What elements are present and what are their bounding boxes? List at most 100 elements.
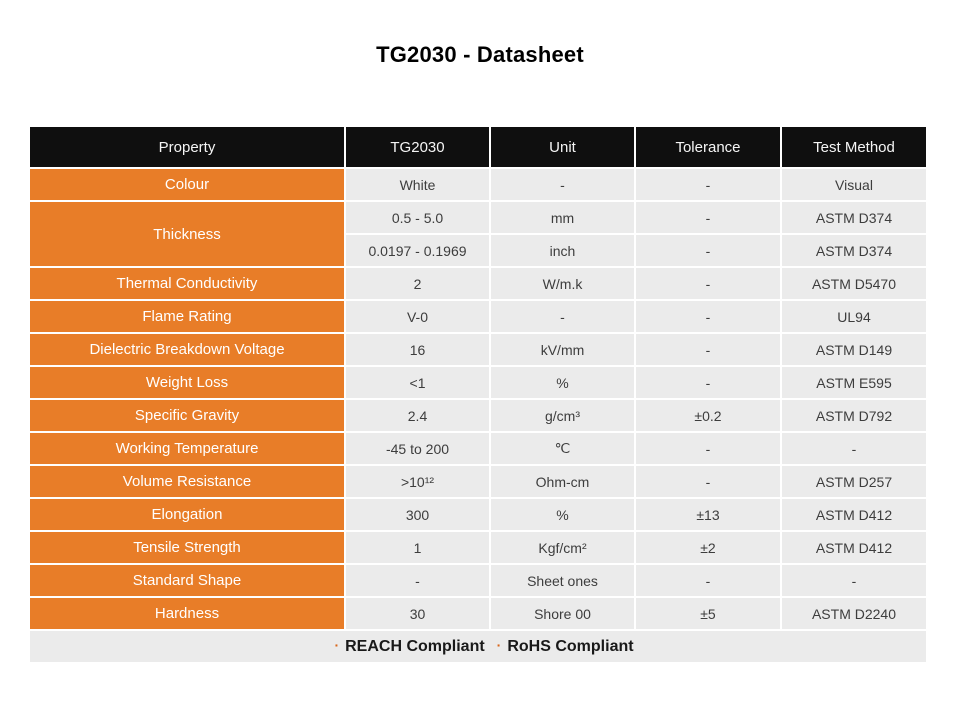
column-header: TG2030 [346,127,489,167]
column-header: Unit [491,127,634,167]
value-cell: -45 to 200 [346,433,489,464]
property-cell: Colour [30,169,344,200]
table-row: Flame Rating V-0- - UL94 [30,301,926,332]
value-cell: ASTM D149 [782,334,926,365]
value-cell: ASTM D257 [782,466,926,497]
value-cell: 300 [346,499,489,530]
value-cell: - [636,433,780,464]
compliance-label: REACH Compliant [345,638,485,655]
value-cell: <1 [346,367,489,398]
property-cell: Flame Rating [30,301,344,332]
value-cell: Kgf/cm² [491,532,634,563]
value-cell: ±5 [636,598,780,629]
value-cell: ASTM D5470 [782,268,926,299]
page-title: TG2030 - Datasheet [376,42,584,67]
value-cell: Ohm-cm [491,466,634,497]
value-cell: - [636,169,780,200]
property-cell: Weight Loss [30,367,344,398]
value-cell: inch [491,235,634,266]
bullet-icon: · [334,637,340,653]
table-body: Colour White - - Visual Thickness 0.5 - 5.0 mm -… [30,169,926,629]
table-row: Thickness 0.5 - 5.0 mm - ASTM D374 [30,202,926,266]
property-cell: Specific Gravity [30,400,344,431]
value-cell: - [636,565,780,596]
value-cell: V-0 [346,301,489,332]
column-header: Property [30,127,344,167]
value-cell: UL94 [782,301,926,332]
value-cell: ±13 [636,499,780,530]
value-cell: Shore 00 [491,598,634,629]
value-cell: mm [491,202,634,233]
bullet-icon: · [496,637,502,653]
value-cell: ASTM D2240 [782,598,926,629]
table-row: Standard Shape - Sheet ones - - [30,565,926,596]
value-cell: - [636,301,780,332]
table-row: Dielectric Breakdown Voltage 16 kV/mm - ASTM… [30,334,926,365]
property-cell: Volume Resistance [30,466,344,497]
property-cell: Hardness [30,598,344,629]
value-cell: ASTM D374 [782,202,926,233]
value-cell: Visual [782,169,926,200]
table-row: Hardness 30 Shore 00 ±5 ASTM D2240 [30,598,926,629]
value-cell: g/cm³ [491,400,634,431]
value-cell: kV/mm [491,334,634,365]
value-cell: >10¹² [346,466,489,497]
table-row: Tensile Strength 1 Kgf/cm² ±2 ASTM D412 [30,532,926,563]
value-cell: ±0.2 [636,400,780,431]
value-cell: 2.4 [346,400,489,431]
table-row: Thermal Conductivity 2 W/m.k - ASTM D5470 [30,268,926,299]
value-cell: - [491,301,634,332]
value-cell: White [346,169,489,200]
value-cell: 0.0197 - 0.1969 [346,235,489,266]
property-cell: Standard Shape [30,565,344,596]
property-cell: Elongation [30,499,344,530]
value-cell: % [491,367,634,398]
value-cell: - [491,169,634,200]
value-cell: - [636,466,780,497]
table-row: Elongation 300% ±13 ASTM D412 [30,499,926,530]
value-cell: - [636,334,780,365]
value-cell: 1 [346,532,489,563]
property-cell: Working Temperature [30,433,344,464]
compliance-footer: · REACH Compliant · RoHS Compliant [30,631,926,662]
datasheet-table: Property TG2030 Unit Tolerance Test Method C… [28,125,928,664]
value-cell: - [782,565,926,596]
header-row: Property TG2030 Unit Tolerance Test Method [30,127,926,167]
value-cell: 2 [346,268,489,299]
value-cell: - [346,565,489,596]
property-cell: Dielectric Breakdown Voltage [30,334,344,365]
value-cell: ASTM D412 [782,499,926,530]
value-cell: - [636,367,780,398]
table-row: Working Temperature -45 to 200 ℃ - - [30,433,926,464]
property-cell: Thickness [30,202,344,266]
value-cell: - [636,235,780,266]
value-cell: % [491,499,634,530]
value-cell: Sheet ones [491,565,634,596]
column-header: Test Method [782,127,926,167]
value-cell: ±2 [636,532,780,563]
value-cell: 16 [346,334,489,365]
value-cell: - [782,433,926,464]
table-header: Property TG2030 Unit Tolerance Test Method [30,127,926,167]
value-cell: W/m.k [491,268,634,299]
footer-row: · REACH Compliant · RoHS Compliant [30,631,926,662]
table-row: 0.0197 - 0.1969 inch - ASTM D374 [30,235,926,266]
value-cell: ASTM E595 [782,367,926,398]
value-cell: ASTM D792 [782,400,926,431]
property-cell: Tensile Strength [30,532,344,563]
value-cell: ASTM D374 [782,235,926,266]
value-cell: 0.5 - 5.0 [346,202,489,233]
value-cell: - [636,268,780,299]
column-header: Tolerance [636,127,780,167]
value-cell: 30 [346,598,489,629]
table-footer: · REACH Compliant · RoHS Compliant [30,631,926,662]
table-row: Volume Resistance >10¹² Ohm-cm - ASTM D257 [30,466,926,497]
table-row: Weight Loss <1% - ASTM E595 [30,367,926,398]
table-row: Colour White - - Visual [30,169,926,200]
table-row: Specific Gravity 2.4 g/cm³ ±0.2 ASTM D792 [30,400,926,431]
value-cell: ℃ [491,433,634,464]
value-cell: - [636,202,780,233]
compliance-label: RoHS Compliant [507,638,634,655]
datasheet-page: TG2030 - Datasheet Property TG2030 Unit Tol… [28,42,928,664]
property-cell: Thermal Conductivity [30,268,344,299]
